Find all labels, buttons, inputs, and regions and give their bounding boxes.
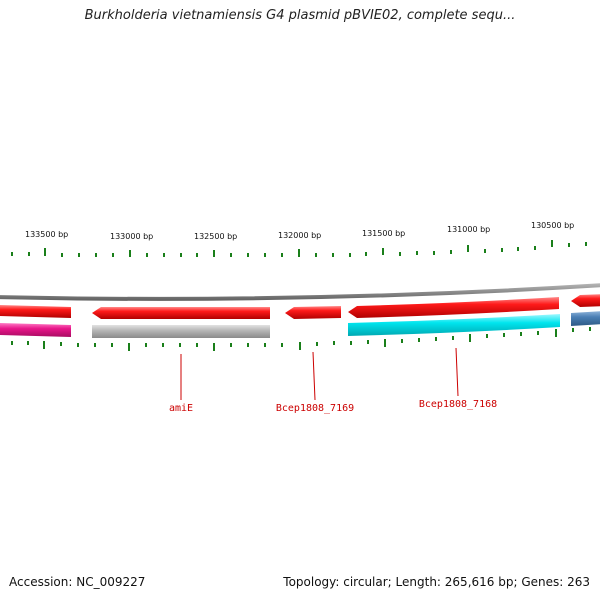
gene-arrow-left-edge[interactable] (0, 305, 71, 318)
gene-arrow-forward[interactable] (348, 297, 559, 318)
gene-block-gray[interactable] (92, 325, 270, 338)
scale-label: 133000 bp (110, 232, 153, 241)
gene-arrow-forward[interactable] (571, 294, 600, 307)
gene-block-steel[interactable] (571, 311, 600, 326)
map-title: Burkholderia vietnamiensis G4 plasmid pB… (84, 8, 516, 23)
accession-text: Accession: NC_009227 (9, 575, 146, 589)
scale-label: 131000 bp (447, 225, 490, 234)
scale-label: 130500 bp (531, 221, 574, 230)
sequence-backbone (0, 283, 600, 301)
scale-label: 132000 bp (278, 231, 321, 240)
gene-label-bcep1808-7169[interactable]: Bcep1808_7169 (276, 403, 354, 414)
gene-label-bcep1808-7168[interactable]: Bcep1808_7168 (419, 399, 497, 410)
gene-block-pink[interactable] (0, 323, 71, 337)
scale-label: 133500 bp (25, 230, 68, 239)
scale-labels: 133500 bp 133000 bp 132500 bp 132000 bp … (25, 221, 574, 241)
gene-arrow-forward[interactable] (285, 306, 341, 319)
lower-tick-marks (11, 327, 591, 351)
upper-tick-marks (11, 240, 587, 257)
gene-arrow-forward[interactable] (92, 307, 270, 319)
topology-summary: Topology: circular; Length: 265,616 bp; … (283, 575, 590, 589)
reverse-strand-genes (0, 311, 600, 338)
label-leader-lines (180, 347, 459, 401)
scale-label: 131500 bp (362, 229, 405, 238)
gene-block-cyan[interactable] (348, 314, 560, 336)
gene-label-amie[interactable]: amiE (169, 403, 193, 414)
forward-strand-genes (0, 294, 600, 319)
scale-label: 132500 bp (194, 232, 237, 241)
